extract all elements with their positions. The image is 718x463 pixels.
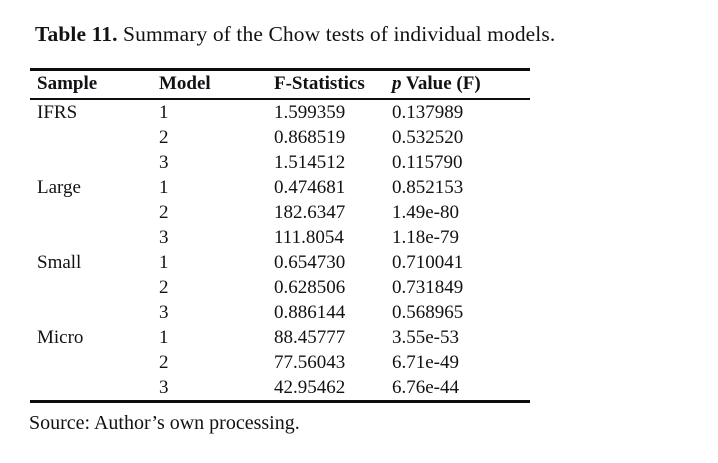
cell-p-value: 3.55e-53: [392, 327, 460, 348]
cell-sample: Large: [37, 177, 81, 198]
cell-model: 1: [159, 327, 169, 348]
chow-tests-table: Sample Model F-Statistics p Value (F) IF…: [30, 68, 530, 403]
col-header-sample: Sample: [30, 69, 152, 100]
table-row: 2 0.868519 0.532520: [30, 125, 530, 150]
cell-p-value: 0.115790: [392, 152, 463, 173]
cell-model: 3: [159, 227, 169, 248]
cell-model: 3: [159, 302, 169, 323]
cell-f-statistic: 0.868519: [274, 127, 346, 148]
cell-p-value: 0.852153: [392, 177, 464, 198]
col-header-p-value: p Value (F): [385, 69, 530, 100]
table-row: 2 77.56043 6.71e-49: [30, 350, 530, 375]
cell-f-statistic: 182.6347: [274, 202, 346, 223]
cell-f-statistic: 0.628506: [274, 277, 346, 298]
table-row: Micro 1 88.45777 3.55e-53: [30, 325, 530, 350]
cell-sample: [30, 300, 152, 325]
table-row: 2 182.6347 1.49e-80: [30, 200, 530, 225]
cell-p-value: 6.76e-44: [392, 377, 460, 398]
cell-model: 2: [159, 352, 169, 373]
table-row: 3 0.886144 0.568965: [30, 300, 530, 325]
cell-sample: IFRS: [37, 102, 78, 123]
table-row: 2 0.628506 0.731849: [30, 275, 530, 300]
cell-p-value: 0.137989: [392, 102, 464, 123]
table-row: Large 1 0.474681 0.852153: [30, 175, 530, 200]
cell-model: 1: [159, 252, 169, 273]
table-caption-label: Table 11.: [35, 22, 118, 46]
table-row: 3 42.95462 6.76e-44: [30, 375, 530, 402]
header-row: Sample Model F-Statistics p Value (F): [30, 69, 530, 100]
table-caption: Table 11. Summary of the Chow tests of i…: [35, 20, 555, 48]
cell-p-value: 6.71e-49: [392, 352, 460, 373]
table-caption-text: Summary of the Chow tests of individual …: [123, 22, 556, 46]
cell-f-statistic: 42.95462: [274, 377, 346, 398]
cell-sample: [30, 125, 152, 150]
cell-f-statistic: 1.514512: [274, 152, 346, 173]
cell-model: 2: [159, 127, 169, 148]
cell-sample: [30, 150, 152, 175]
cell-sample: [30, 225, 152, 250]
cell-p-value: 0.568965: [392, 302, 464, 323]
cell-p-value: 1.18e-79: [392, 227, 460, 248]
cell-p-value: 0.532520: [392, 127, 464, 148]
cell-f-statistic: 77.56043: [274, 352, 346, 373]
cell-sample: [30, 350, 152, 375]
table-body: IFRS 1 1.599359 0.137989 2 0.868519 0.53…: [30, 99, 530, 402]
cell-f-statistic: 0.886144: [274, 302, 346, 323]
table-header: Sample Model F-Statistics p Value (F): [30, 69, 530, 100]
source-note: Source: Author’s own processing.: [29, 412, 300, 434]
col-header-f-statistics: F-Statistics: [267, 69, 385, 100]
cell-f-statistic: 1.599359: [274, 102, 346, 123]
cell-sample: Micro: [37, 327, 84, 348]
cell-p-value: 0.710041: [392, 252, 464, 273]
cell-model: 1: [159, 102, 169, 123]
table-row: 3 111.8054 1.18e-79: [30, 225, 530, 250]
table-row: IFRS 1 1.599359 0.137989: [30, 99, 530, 125]
p-value-label: Value (F): [405, 73, 481, 94]
cell-model: 1: [159, 177, 169, 198]
cell-f-statistic: 0.474681: [274, 177, 346, 198]
cell-sample: [30, 375, 152, 402]
cell-model: 3: [159, 377, 169, 398]
cell-f-statistic: 111.8054: [274, 227, 344, 248]
cell-model: 2: [159, 277, 169, 298]
cell-sample: [30, 275, 152, 300]
cell-p-value: 0.731849: [392, 277, 464, 298]
cell-sample: Small: [37, 252, 82, 273]
cell-sample: [30, 200, 152, 225]
cell-p-value: 1.49e-80: [392, 202, 460, 223]
cell-model: 3: [159, 152, 169, 173]
table-row: Small 1 0.654730 0.710041: [30, 250, 530, 275]
cell-f-statistic: 88.45777: [274, 327, 346, 348]
table-row: 3 1.514512 0.115790: [30, 150, 530, 175]
p-symbol: p: [392, 73, 402, 94]
col-header-model: Model: [152, 69, 267, 100]
cell-model: 2: [159, 202, 169, 223]
cell-f-statistic: 0.654730: [274, 252, 346, 273]
